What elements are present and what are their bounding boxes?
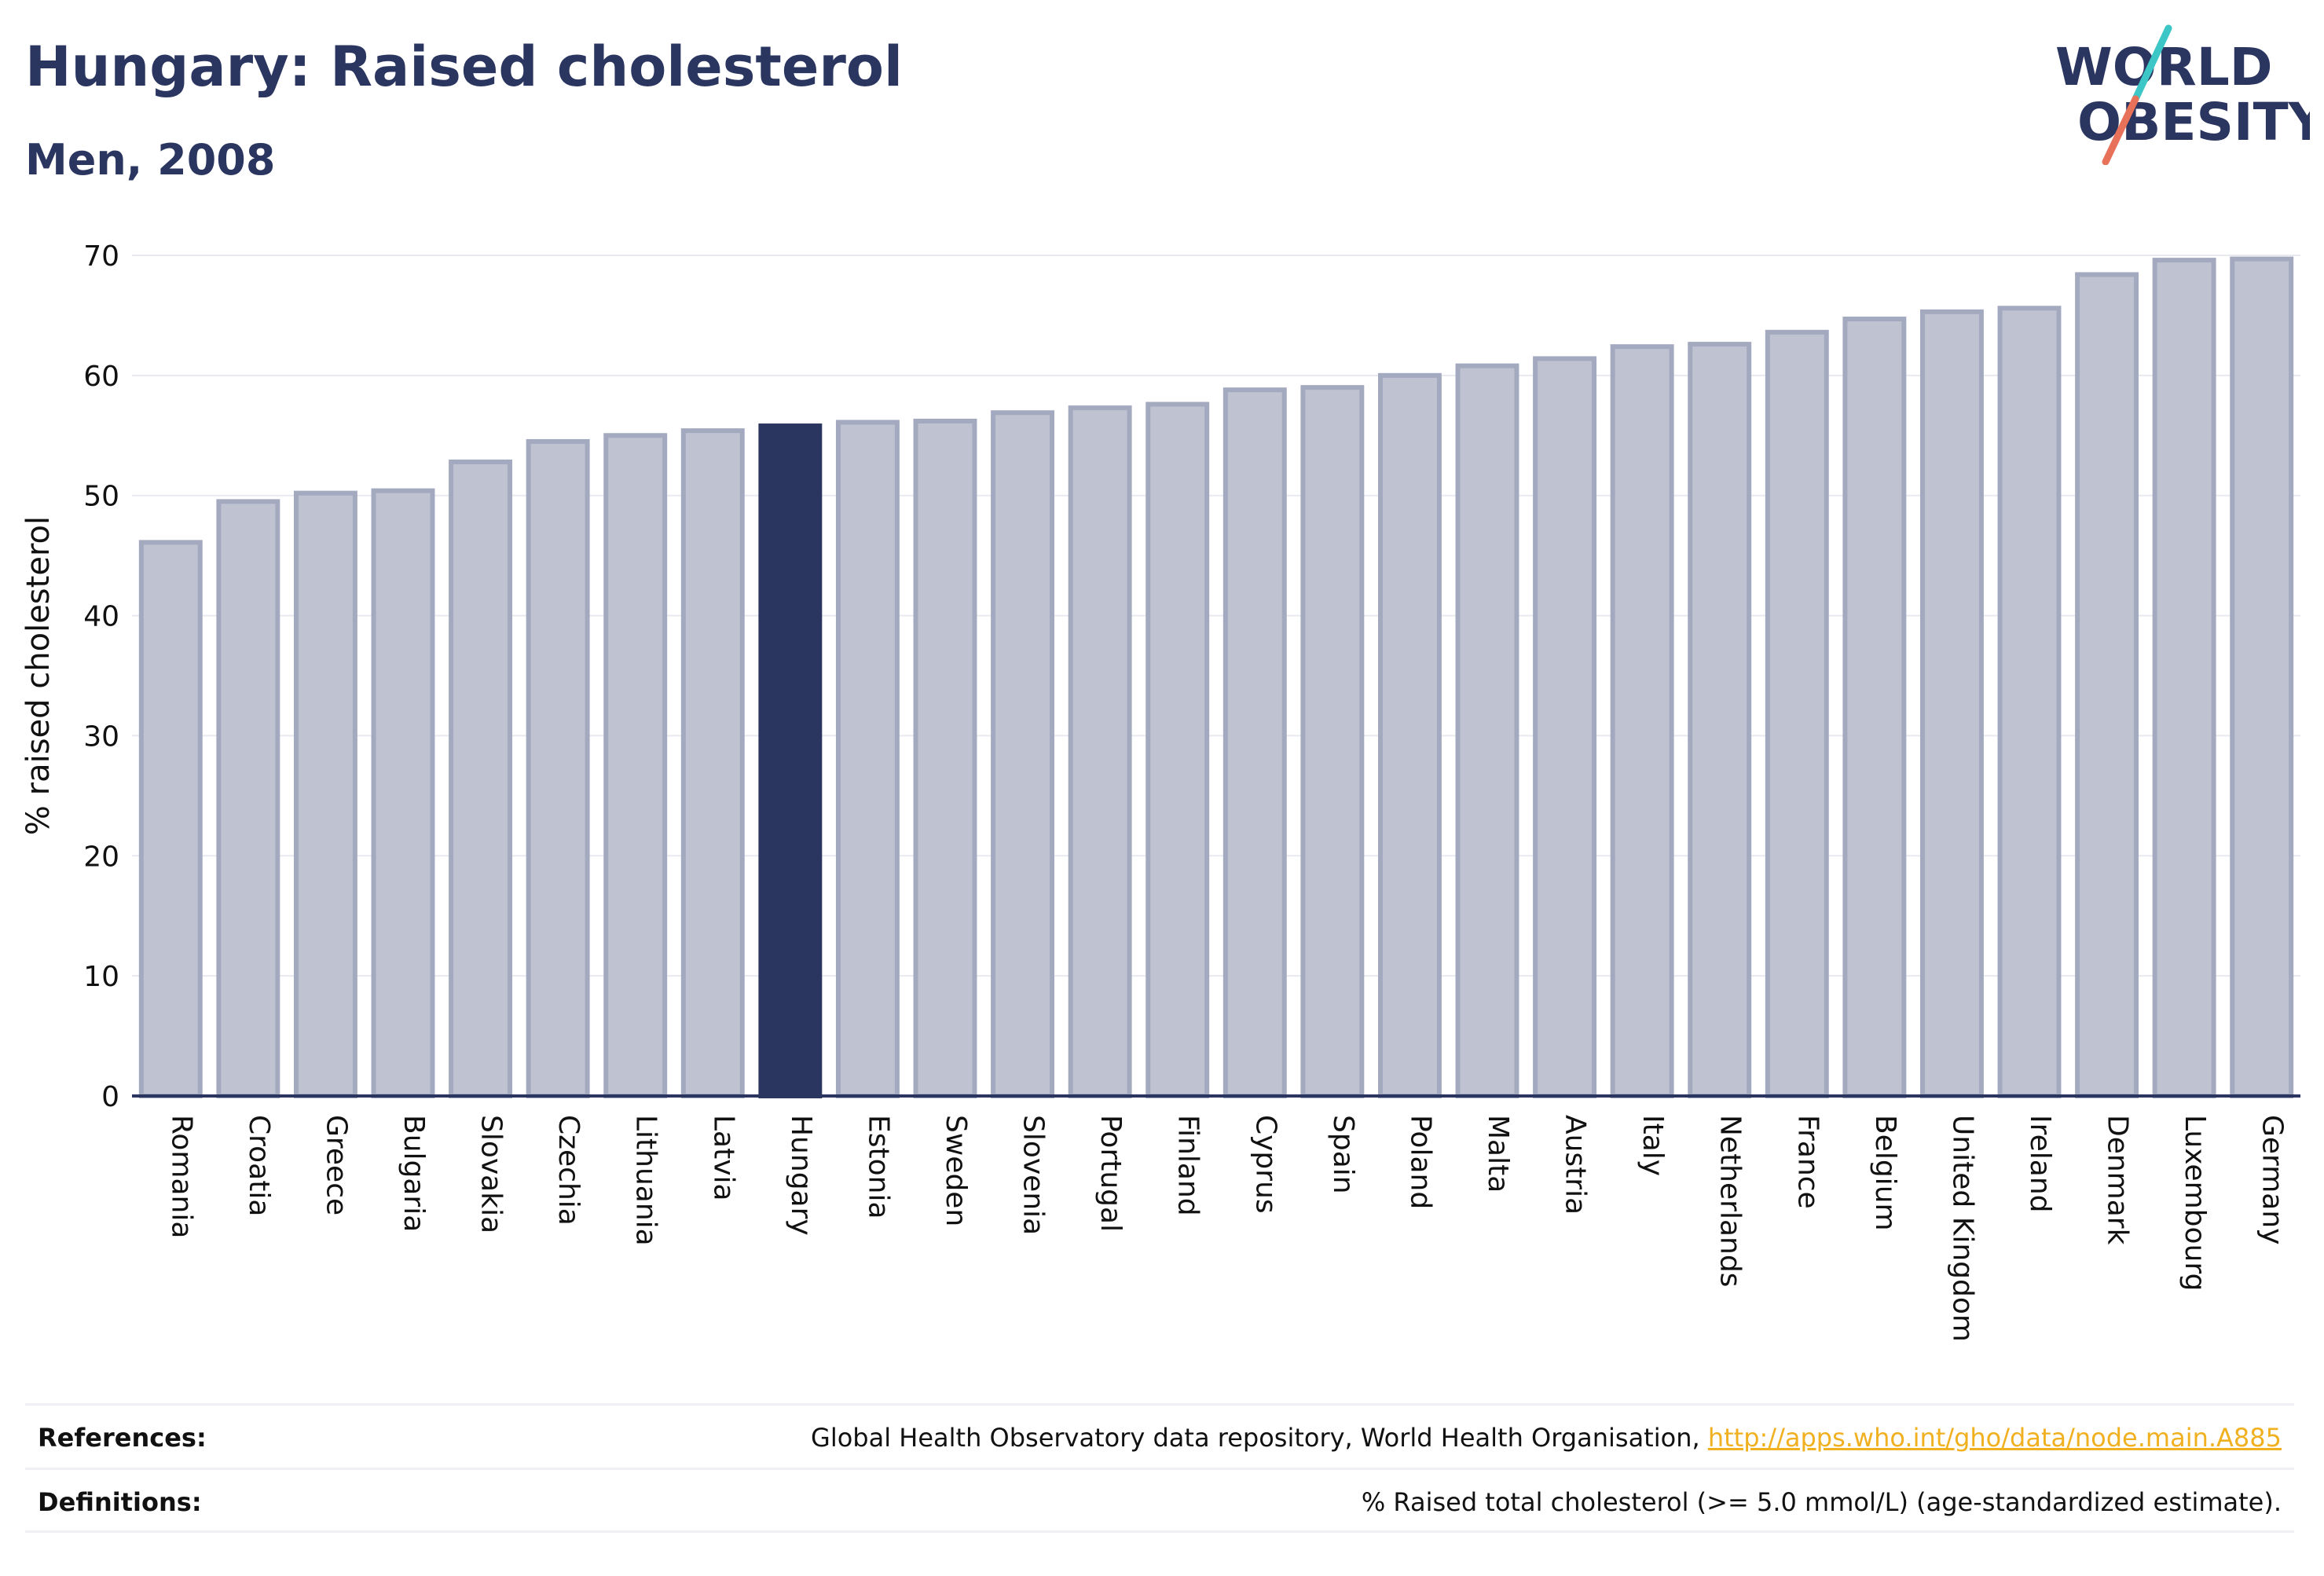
bar-united-kingdom <box>1919 309 1984 1099</box>
chart-subtitle: Men, 2008 <box>25 135 276 185</box>
bar-czechia <box>526 438 590 1098</box>
bar-hungary <box>758 423 823 1098</box>
x-tick-label: Netherlands <box>1714 1115 1747 1287</box>
x-tick-label: Italy <box>1637 1115 1669 1176</box>
references-row: References: Global Health Observatory da… <box>25 1403 2294 1468</box>
x-tick-label: Hungary <box>785 1115 817 1236</box>
bar-netherlands <box>1688 342 1752 1099</box>
bar-greece <box>293 490 357 1098</box>
y-axis-label: % raised cholesterol <box>20 516 57 835</box>
bar-portugal <box>1068 405 1132 1098</box>
bar-germany <box>2230 256 2294 1099</box>
y-tick-label: 70 <box>83 240 119 273</box>
x-tick-label: Greece <box>320 1115 352 1215</box>
x-tick-label: Slovenia <box>1017 1115 1050 1235</box>
x-tick-label: Czechia <box>552 1115 585 1226</box>
y-tick-label: 50 <box>83 481 119 513</box>
definitions-label: Definitions: <box>38 1487 202 1517</box>
bar-slovakia <box>449 459 513 1098</box>
x-tick-label: Germany <box>2256 1115 2289 1244</box>
bar-slovenia <box>991 410 1055 1098</box>
bar-lithuania <box>603 433 668 1098</box>
x-tick-label: Sweden <box>940 1115 972 1226</box>
definitions-value: % Raised total cholesterol (>= 5.0 mmol/… <box>1361 1487 2282 1517</box>
x-tick-label: Latvia <box>707 1115 739 1201</box>
bar-belgium <box>1842 317 1907 1098</box>
x-tick-label: Croatia <box>243 1115 275 1216</box>
x-tick-label: Denmark <box>2102 1115 2134 1245</box>
bar-sweden <box>913 418 977 1098</box>
bar-poland <box>1377 372 1442 1099</box>
bar-luxembourg <box>2152 258 2216 1099</box>
bar-austria <box>1533 356 1597 1098</box>
x-tick-label: Spain <box>1327 1115 1359 1194</box>
x-tick-label: Lithuania <box>630 1115 662 1246</box>
bar-chart: 0 10 20 30 40 50 60 70 Romania Croatia Greece Bulga… <box>20 240 2300 1342</box>
definitions-row: Definitions: % Raised total cholesterol … <box>25 1468 2294 1533</box>
x-tick-label: Cyprus <box>1249 1115 1281 1214</box>
bar-estonia <box>835 420 900 1098</box>
bar-italy <box>1610 344 1674 1098</box>
x-tick-label: Slovakia <box>475 1115 508 1233</box>
x-tick-label: Poland <box>1404 1115 1436 1209</box>
references-value: Global Health Observatory data repositor… <box>811 1423 2282 1453</box>
y-tick-label: 0 <box>101 1081 119 1113</box>
x-tick-label: France <box>1791 1115 1824 1209</box>
x-tick-label: Bulgaria <box>398 1115 430 1232</box>
chart-title: Hungary: Raised cholesterol <box>25 35 903 99</box>
bar-bulgaria <box>371 488 435 1098</box>
bar-latvia <box>680 428 745 1098</box>
y-tick-label: 20 <box>83 841 119 873</box>
x-tick-label: Malta <box>1482 1115 1514 1193</box>
bar-denmark <box>2075 272 2139 1098</box>
x-tick-label: Austria <box>1560 1115 1592 1215</box>
references-label: References: <box>38 1423 207 1453</box>
x-tick-label: Luxembourg <box>2179 1115 2211 1291</box>
x-tick-label: Romania <box>165 1115 197 1238</box>
x-tick-label: Belgium <box>1869 1115 1901 1231</box>
y-tick-label: 60 <box>83 361 119 393</box>
references-text: Global Health Observatory data repositor… <box>811 1423 1708 1453</box>
x-tick-label: Portugal <box>1094 1115 1127 1232</box>
x-tick-label: Ireland <box>2024 1115 2056 1213</box>
x-tick-label: Finland <box>1172 1115 1204 1216</box>
bar-cyprus <box>1222 387 1287 1098</box>
logo-slash-coral <box>2102 95 2139 165</box>
y-tick-label: 10 <box>83 961 119 993</box>
bar-france <box>1765 329 1829 1099</box>
footer-divider <box>25 1530 2294 1533</box>
y-tick-label: 40 <box>83 601 119 633</box>
references-link[interactable]: http://apps.who.int/gho/data/node.main.A… <box>1707 1423 2282 1453</box>
bar-malta <box>1455 363 1519 1098</box>
bar-romania <box>138 540 203 1098</box>
x-tick-label: United Kingdom <box>1946 1115 1978 1342</box>
bar-ireland <box>1997 306 2062 1098</box>
bar-spain <box>1300 385 1365 1098</box>
world-obesity-logo: WORLD OBESITY <box>2055 24 2310 165</box>
x-tick-label: Estonia <box>862 1115 894 1219</box>
logo-slash-teal <box>2132 24 2172 103</box>
y-tick-label: 30 <box>83 720 119 753</box>
bar-croatia <box>216 499 280 1098</box>
logo-text-world: WORLD <box>2055 37 2273 97</box>
bar-finland <box>1146 401 1210 1098</box>
